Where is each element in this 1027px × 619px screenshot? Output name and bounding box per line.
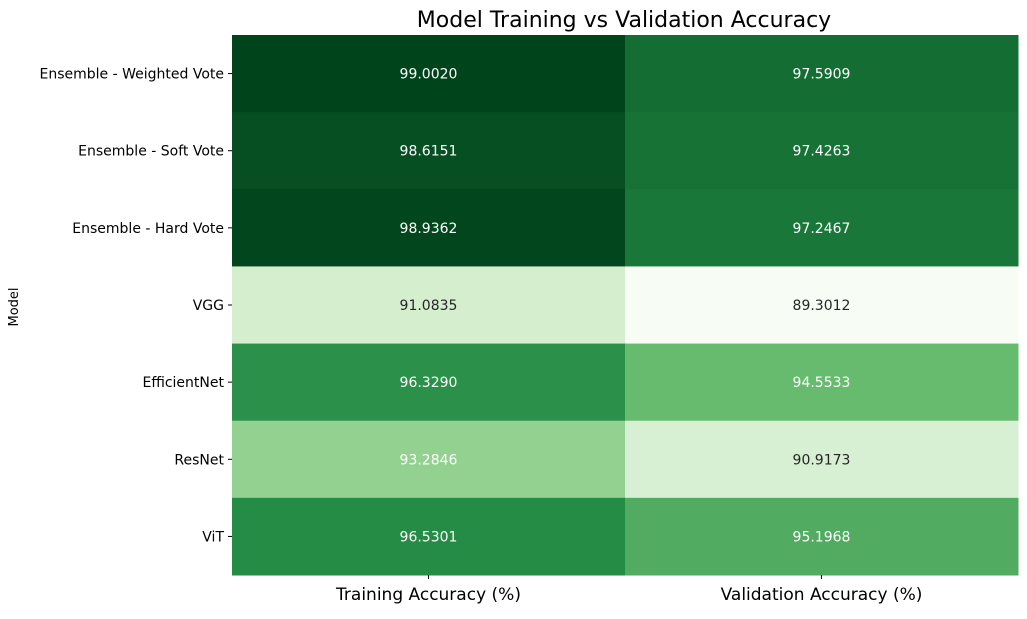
heatmap-cells xyxy=(232,35,1019,576)
heatmap-cell xyxy=(625,497,1019,576)
x-tick-label: Training Accuracy (%) xyxy=(335,585,521,605)
y-tick-label: ViT xyxy=(202,529,224,545)
y-tick-label: VGG xyxy=(193,298,224,314)
y-axis-ticks: Ensemble - Weighted Vote Ensemble - Soft … xyxy=(40,67,232,545)
y-tick-label: ResNet xyxy=(174,452,224,468)
y-tick-label: Ensemble - Hard Vote xyxy=(72,221,224,237)
heatmap-cell xyxy=(232,189,626,267)
y-axis-label: Model xyxy=(7,287,22,326)
heatmap-cell xyxy=(232,112,626,190)
heatmap-cell-label: 96.3290 xyxy=(400,375,458,391)
heatmap-cell-label: 91.0835 xyxy=(400,298,458,314)
heatmap-cell-label: 96.5301 xyxy=(400,529,458,545)
heatmap-cell xyxy=(625,112,1019,190)
heatmap-cell xyxy=(625,266,1019,345)
y-tick-label: Ensemble - Soft Vote xyxy=(78,144,224,160)
heatmap-cell-labels: 99.0020 97.5909 98.6151 97.4263 98.9362 97.24… xyxy=(400,67,851,546)
heatmap-cell-label: 95.1968 xyxy=(793,529,851,545)
heatmap-cell-label: 97.2467 xyxy=(793,221,851,237)
heatmap-cell xyxy=(232,343,626,422)
heatmap-cell xyxy=(625,343,1019,422)
heatmap-cell-label: 98.6151 xyxy=(400,144,458,160)
heatmap-cell-label: 90.9173 xyxy=(793,452,851,468)
y-tick-label: Ensemble - Weighted Vote xyxy=(40,67,225,83)
x-axis-ticks: Training Accuracy (%) Validation Accuracy… xyxy=(335,575,922,605)
heatmap-cell xyxy=(625,420,1019,499)
heatmap-cell-label: 93.2846 xyxy=(400,452,458,468)
heatmap-cell xyxy=(232,420,626,499)
heatmap-cell-label: 89.3012 xyxy=(793,298,851,314)
y-tick-label: EfficientNet xyxy=(142,375,224,391)
x-tick-label: Validation Accuracy (%) xyxy=(721,585,923,605)
heatmap-cell xyxy=(625,35,1019,113)
heatmap-cell xyxy=(232,35,626,113)
chart-title: Model Training vs Validation Accuracy xyxy=(417,8,831,33)
heatmap-cell-label: 99.0020 xyxy=(400,67,458,83)
heatmap-cell-label: 97.4263 xyxy=(793,144,851,160)
heatmap-cell xyxy=(625,189,1019,267)
heatmap-cell-label: 97.5909 xyxy=(793,67,851,83)
heatmap-cell-label: 98.9362 xyxy=(400,221,458,237)
heatmap-cell-label: 94.5533 xyxy=(793,375,851,391)
heatmap-cell xyxy=(232,497,626,576)
heatmap-cell xyxy=(232,266,626,345)
